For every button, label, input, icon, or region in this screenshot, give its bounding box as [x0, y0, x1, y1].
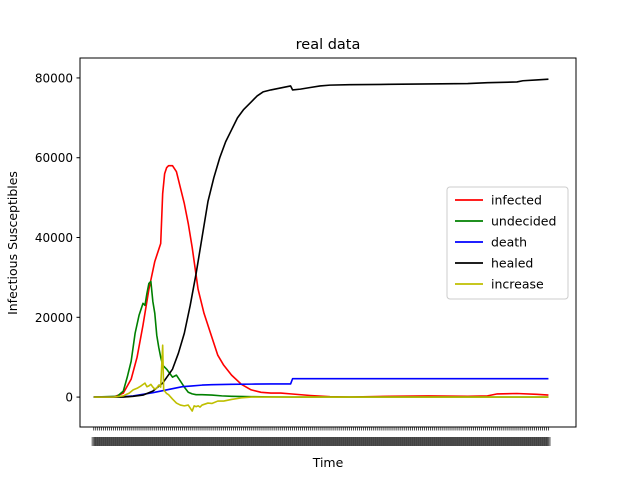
legend-label-healed: healed — [491, 256, 533, 271]
y-tick-label: 0 — [65, 391, 73, 405]
x-axis-label: Time — [312, 455, 344, 470]
legend-label-increase: increase — [491, 277, 544, 292]
series-line-increase — [93, 344, 549, 412]
x-tick-labels — [91, 437, 551, 446]
x-ticks — [91, 427, 551, 446]
legend-box — [446, 186, 569, 300]
legend-label-death: death — [491, 235, 527, 250]
legend: infected undecided death healed increase — [446, 186, 569, 300]
chart-title: real data — [296, 37, 361, 53]
series-line-healed — [93, 78, 549, 398]
plot-frame — [79, 57, 577, 428]
y-tick-label: 40000 — [35, 231, 73, 245]
x-tick-label — [546, 437, 551, 446]
y-ticks: 0 20000 40000 60000 80000 — [35, 71, 80, 405]
y-axis-label: Infectious Susceptibles — [5, 171, 20, 315]
legend-label-undecided: undecided — [491, 214, 556, 229]
y-tick-label: 60000 — [35, 151, 73, 165]
legend-label-infected: infected — [491, 193, 542, 208]
y-tick-label: 80000 — [35, 71, 73, 85]
plot-lines — [93, 78, 549, 412]
y-tick-label: 20000 — [35, 311, 73, 325]
series-line-infected — [93, 164, 549, 398]
